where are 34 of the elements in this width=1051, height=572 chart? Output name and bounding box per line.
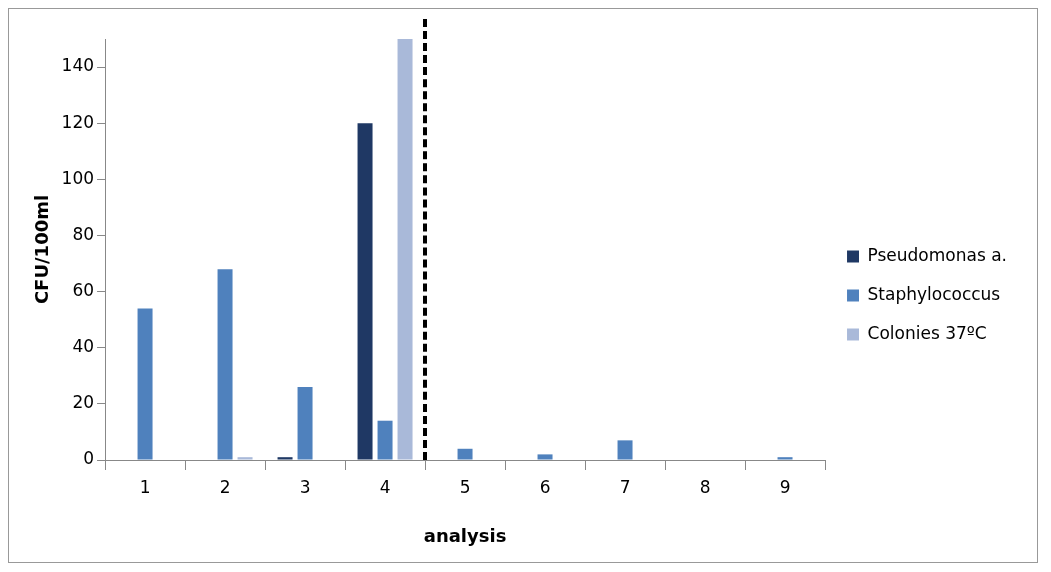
bar: [777, 457, 793, 460]
bar: [137, 308, 153, 460]
bar: [617, 440, 633, 460]
y-tick-label: 80: [72, 223, 95, 244]
y-tick-label: 40: [72, 336, 95, 357]
x-tick-label: 4: [379, 476, 391, 497]
x-tick-label: 9: [779, 476, 791, 497]
x-tick-label: 1: [139, 476, 151, 497]
x-tick-label: 5: [459, 476, 471, 497]
y-axis-title: CFU/100ml: [31, 194, 53, 305]
legend-label: Colonies 37ºC: [867, 322, 987, 343]
bar: [217, 269, 233, 460]
legend-label: Pseudomonas a.: [867, 244, 1008, 265]
bar: [357, 123, 373, 460]
x-tick-label: 6: [539, 476, 551, 497]
bar: [237, 457, 253, 460]
x-tick-label: 2: [219, 476, 231, 497]
bar: [397, 39, 413, 460]
y-tick-label: 140: [61, 55, 95, 76]
y-tick-label: 120: [61, 111, 95, 132]
y-tick-label: 60: [72, 280, 95, 301]
x-tick-label: 3: [299, 476, 311, 497]
x-tick-label: 7: [619, 476, 631, 497]
bar: [457, 448, 473, 460]
bar: [297, 387, 313, 460]
x-axis-title: analysis: [423, 524, 507, 546]
y-tick-label: 100: [61, 167, 95, 188]
legend-label: Staphylococcus: [867, 283, 1001, 304]
bar: [277, 457, 293, 460]
bar: [377, 420, 393, 460]
y-tick-label: 0: [83, 448, 95, 469]
x-tick-label: 8: [699, 476, 711, 497]
y-tick-label: 20: [72, 392, 95, 413]
bar: [537, 454, 553, 460]
